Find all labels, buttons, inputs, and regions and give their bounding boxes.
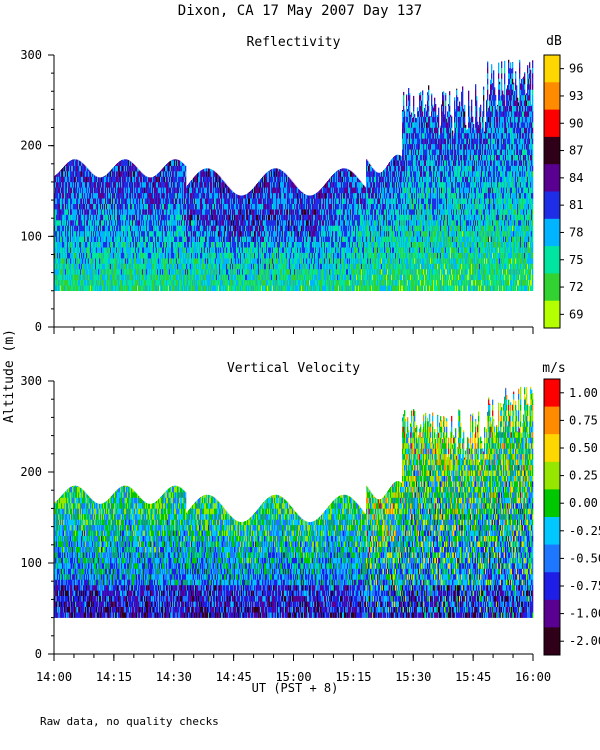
colorbar-segment xyxy=(544,461,560,490)
colorbar-label: -0.25 xyxy=(569,524,600,538)
colorbar-label: 84 xyxy=(569,171,583,185)
colorbar-segment xyxy=(544,82,560,111)
colorbar-label: -0.50 xyxy=(569,551,600,565)
colorbar-label: 93 xyxy=(569,89,583,103)
colorbar-label: 72 xyxy=(569,280,583,294)
colorbar-segment xyxy=(544,379,560,408)
colorbar-label: -0.75 xyxy=(569,579,600,593)
colorbar-frame xyxy=(543,378,561,656)
colorbar-segment xyxy=(544,544,560,573)
y-tick-label: 200 xyxy=(20,465,42,479)
panel-title: Vertical Velocity xyxy=(227,361,360,376)
reflectivity-panel: Reflectivity 0 100 200 300 96 93 90 87 84 81 78 75 72… xyxy=(20,34,583,334)
colorbar-segment xyxy=(544,517,560,546)
x-tick-label: 15:45 xyxy=(455,670,491,684)
heatmap-field xyxy=(54,386,534,618)
colorbar-segment xyxy=(544,406,560,435)
colorbar: 96 93 90 87 84 81 78 75 72 69 dB xyxy=(543,34,583,329)
x-tick-label: 14:30 xyxy=(156,670,192,684)
colorbar-segment xyxy=(544,599,560,628)
colorbar-units: dB xyxy=(546,34,562,49)
colorbar-segment xyxy=(544,246,560,274)
colorbar-label: 0.50 xyxy=(569,441,598,455)
colorbar-label: 69 xyxy=(569,307,583,321)
y-tick-label: 200 xyxy=(20,139,42,153)
footnote: Raw data, no quality checks xyxy=(40,715,219,728)
colorbar-segment xyxy=(544,273,560,302)
y-axis-label: Altitude (m) xyxy=(2,329,17,423)
x-tick-label: 15:30 xyxy=(395,670,431,684)
x-tick-label: 16:00 xyxy=(515,670,551,684)
x-tick-label: 14:00 xyxy=(36,670,72,684)
colorbar-label: 87 xyxy=(569,144,583,158)
colorbar-segment xyxy=(544,572,560,601)
colorbar-label: -2.00 xyxy=(569,634,600,648)
heatmap-field xyxy=(54,59,534,291)
x-tick-label: 14:15 xyxy=(96,670,132,684)
y-tick-label: 100 xyxy=(20,229,42,243)
colorbar-label: 90 xyxy=(569,116,583,130)
colorbar-segment xyxy=(544,109,560,138)
colorbar-label: 96 xyxy=(569,62,583,76)
y-tick-label: 0 xyxy=(35,647,42,661)
colorbar-segment xyxy=(544,434,560,463)
colorbar-units: m/s xyxy=(542,361,565,376)
y-tick-label: 300 xyxy=(20,374,42,388)
colorbar-label: 78 xyxy=(569,225,583,239)
colorbar-segment xyxy=(544,55,560,83)
colorbar-label: 0.00 xyxy=(569,496,598,510)
colorbar-segment xyxy=(544,218,560,247)
colorbar-label: 0.25 xyxy=(569,469,598,483)
main-title: Dixon, CA 17 May 2007 Day 137 xyxy=(178,3,422,19)
colorbar-frame xyxy=(543,54,561,329)
colorbar-label: 81 xyxy=(569,198,583,212)
x-tick-label: 15:15 xyxy=(335,670,371,684)
vertical-velocity-panel: Vertical Velocity 0 100 200 300 14:00 14:15 14:… xyxy=(20,361,600,684)
colorbar-segment xyxy=(544,164,560,192)
x-axis-label: UT (PST + 8) xyxy=(252,681,339,695)
y-tick-label: 100 xyxy=(20,556,42,570)
panel-title: Reflectivity xyxy=(247,35,341,50)
x-tick-label: 15:00 xyxy=(275,670,311,684)
colorbar-segment xyxy=(544,191,560,220)
colorbar-label: 75 xyxy=(569,253,583,267)
colorbar: 1.00 0.75 0.50 0.25 0.00 -0.25 -0.50 -0.75 -1.00… xyxy=(542,361,600,656)
x-tick-label: 14:45 xyxy=(216,670,252,684)
colorbar-label: 1.00 xyxy=(569,386,598,400)
colorbar-segment xyxy=(544,627,560,656)
y-tick-label: 300 xyxy=(20,48,42,62)
colorbar-segment xyxy=(544,136,560,165)
colorbar-segment xyxy=(544,300,560,329)
y-tick-label: 0 xyxy=(35,320,42,334)
colorbar-label: 0.75 xyxy=(569,413,598,427)
colorbar-label: -1.00 xyxy=(569,607,600,621)
colorbar-segment xyxy=(544,489,560,518)
